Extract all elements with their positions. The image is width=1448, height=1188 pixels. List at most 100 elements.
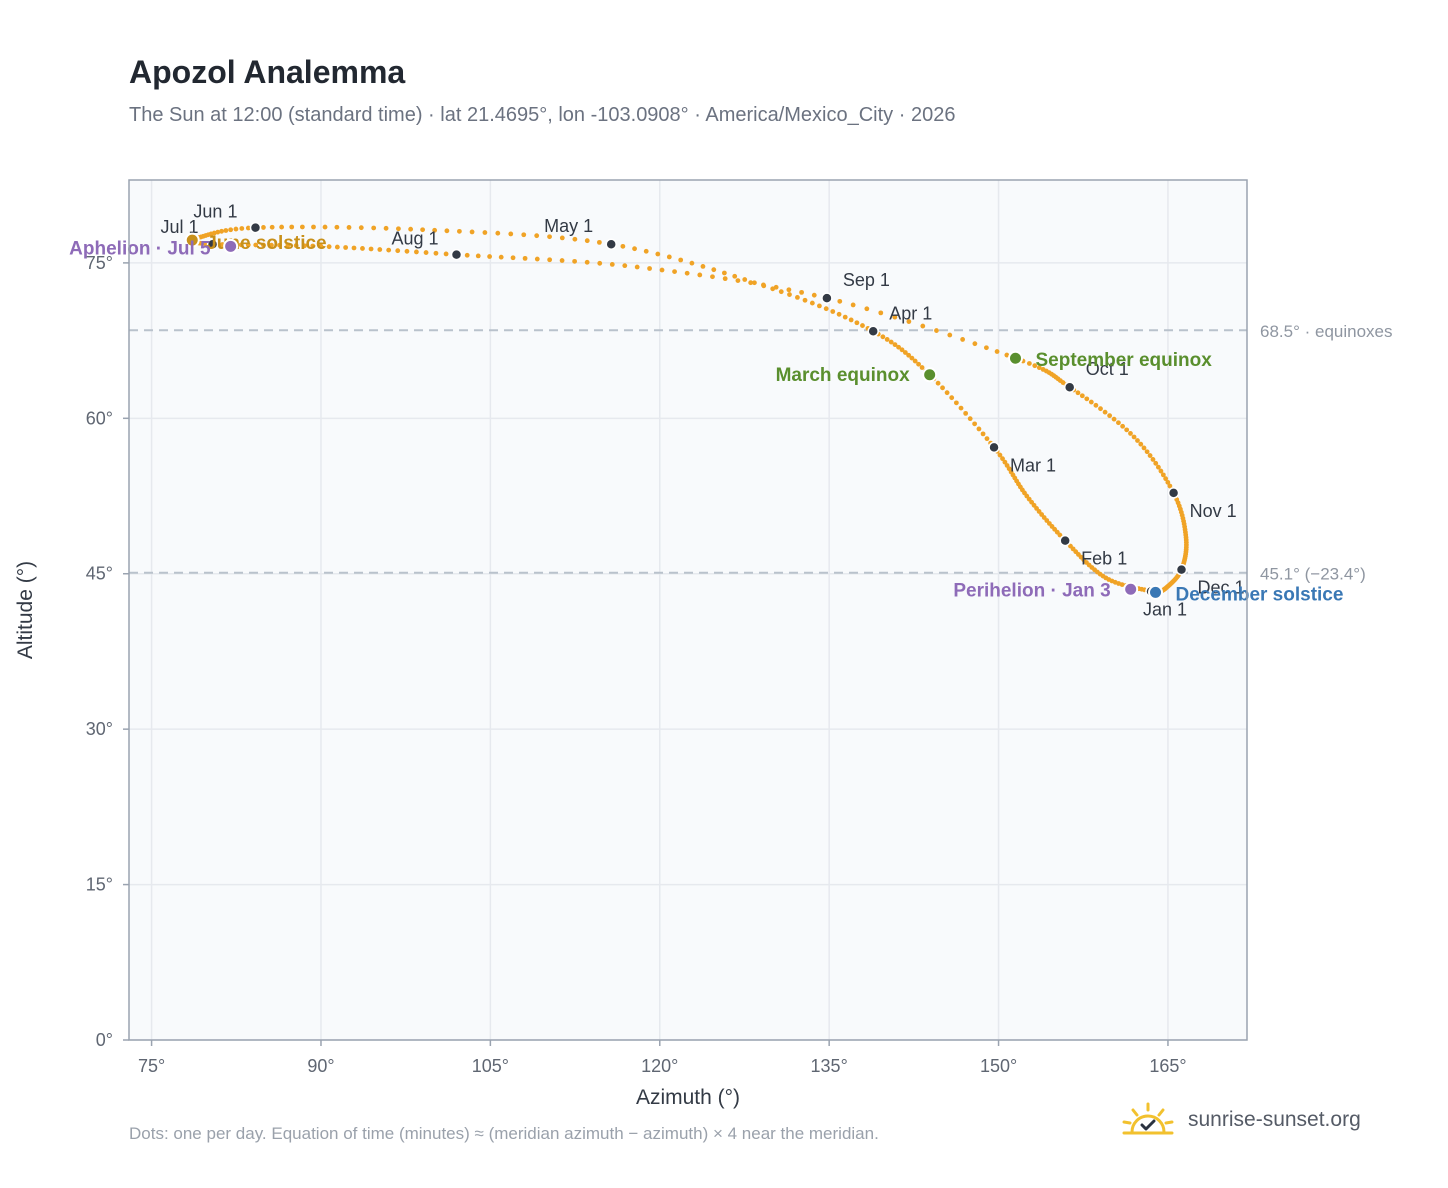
month-label: Mar 1 — [1010, 455, 1056, 475]
daily-dot — [860, 323, 865, 328]
y-tick-label: 30° — [86, 719, 113, 739]
month-label: Jul 1 — [161, 217, 199, 237]
month-marker — [1063, 381, 1076, 393]
daily-dot — [721, 270, 727, 276]
daily-dot — [786, 287, 792, 293]
daily-dot — [318, 243, 324, 249]
daily-dot — [888, 339, 894, 345]
x-tick-label: 150° — [980, 1056, 1017, 1076]
daily-dot — [351, 245, 357, 251]
daily-dot — [632, 246, 637, 252]
daily-dot — [475, 253, 481, 259]
daily-dot — [1079, 393, 1085, 399]
daily-dot — [997, 452, 1003, 458]
brand[interactable]: sunrise-sunset.org — [1120, 1102, 1361, 1138]
daily-dot — [310, 243, 316, 249]
daily-dot — [732, 273, 738, 279]
daily-dot — [1116, 420, 1121, 426]
daily-dot — [368, 246, 374, 252]
daily-dot — [487, 254, 492, 259]
daily-dot — [423, 250, 429, 255]
daily-dot — [285, 242, 291, 248]
daily-dot — [508, 231, 514, 237]
daily-dot — [495, 230, 501, 236]
daily-dot — [689, 260, 695, 266]
daily-dot — [534, 256, 540, 262]
daily-dot — [1141, 445, 1147, 451]
daily-dot — [547, 234, 552, 240]
daily-dot — [443, 251, 449, 257]
daily-dot — [404, 248, 410, 254]
daily-dot — [984, 436, 990, 442]
x-tick-label: 120° — [641, 1056, 678, 1076]
daily-dot — [1000, 456, 1005, 462]
daily-dot — [899, 347, 905, 353]
x-tick-label: 75° — [138, 1056, 165, 1076]
daily-dot — [377, 247, 383, 252]
daily-dot — [326, 244, 332, 250]
daily-dot — [433, 250, 439, 256]
sun-check-icon — [1122, 1102, 1174, 1135]
daily-dot — [1088, 399, 1094, 405]
month-marker — [821, 292, 833, 304]
daily-dot — [799, 289, 804, 295]
daily-dot — [672, 269, 677, 274]
month-marker — [206, 238, 219, 250]
month-label: Jan 1 — [1143, 599, 1187, 619]
daily-dot — [1084, 396, 1090, 402]
event-markers: March equinox September equinox December s… — [69, 232, 1343, 605]
month-marker — [605, 238, 617, 250]
daily-dot — [842, 314, 848, 320]
daily-dot — [522, 255, 528, 261]
daily-dot — [482, 230, 488, 235]
daily-dot — [817, 303, 822, 309]
daily-dot — [1002, 459, 1008, 465]
daily-dot — [896, 344, 901, 350]
daily-dot — [269, 224, 275, 230]
daily-dot — [949, 395, 955, 401]
y-axis-label: Altitude (°) — [14, 561, 37, 659]
plot-background — [129, 180, 1247, 1040]
daily-dot — [878, 310, 884, 316]
daily-dot — [1120, 423, 1126, 429]
daily-dot — [972, 341, 978, 347]
daily-dot — [597, 260, 603, 266]
daily-dot — [547, 257, 553, 263]
chart-subtitle: The Sun at 12:00 (standard time) · lat 2… — [129, 104, 956, 126]
daily-dot — [261, 242, 266, 248]
event-label: March equinox — [776, 365, 911, 386]
reference-line-label: 45.1° (−23.4°) — [1260, 565, 1366, 584]
daily-dot — [823, 306, 829, 312]
daily-dot — [1163, 476, 1169, 482]
daily-dot — [902, 350, 908, 355]
daily-dot — [994, 349, 1000, 354]
daily-dot — [700, 263, 706, 269]
daily-dot — [919, 365, 925, 370]
event-marker — [1148, 584, 1164, 600]
daily-dot — [934, 328, 939, 333]
daily-dot — [1036, 365, 1042, 371]
month-marker — [1175, 563, 1188, 576]
daily-dot — [697, 272, 703, 278]
daily-dot — [983, 345, 989, 351]
daily-dot — [892, 314, 898, 320]
event-marker — [1007, 350, 1023, 366]
daily-dot — [1150, 457, 1156, 462]
daily-dot — [302, 243, 307, 249]
x-tick-label: 135° — [811, 1056, 848, 1076]
daily-dot — [420, 227, 426, 233]
daily-dot — [228, 227, 234, 233]
daily-dot — [261, 225, 266, 230]
daily-dot — [572, 258, 578, 264]
daily-dot — [880, 334, 886, 340]
daily-dot — [1138, 441, 1144, 447]
daily-dot — [622, 263, 628, 269]
daily-dot — [245, 242, 251, 248]
daily-dot — [920, 323, 926, 329]
brand-name[interactable]: sunrise-sunset.org — [1188, 1108, 1361, 1131]
daily-dot — [850, 302, 856, 308]
daily-dot — [1111, 416, 1117, 422]
daily-dot — [958, 405, 964, 411]
daily-dot — [684, 270, 690, 276]
daily-dot — [795, 295, 800, 300]
